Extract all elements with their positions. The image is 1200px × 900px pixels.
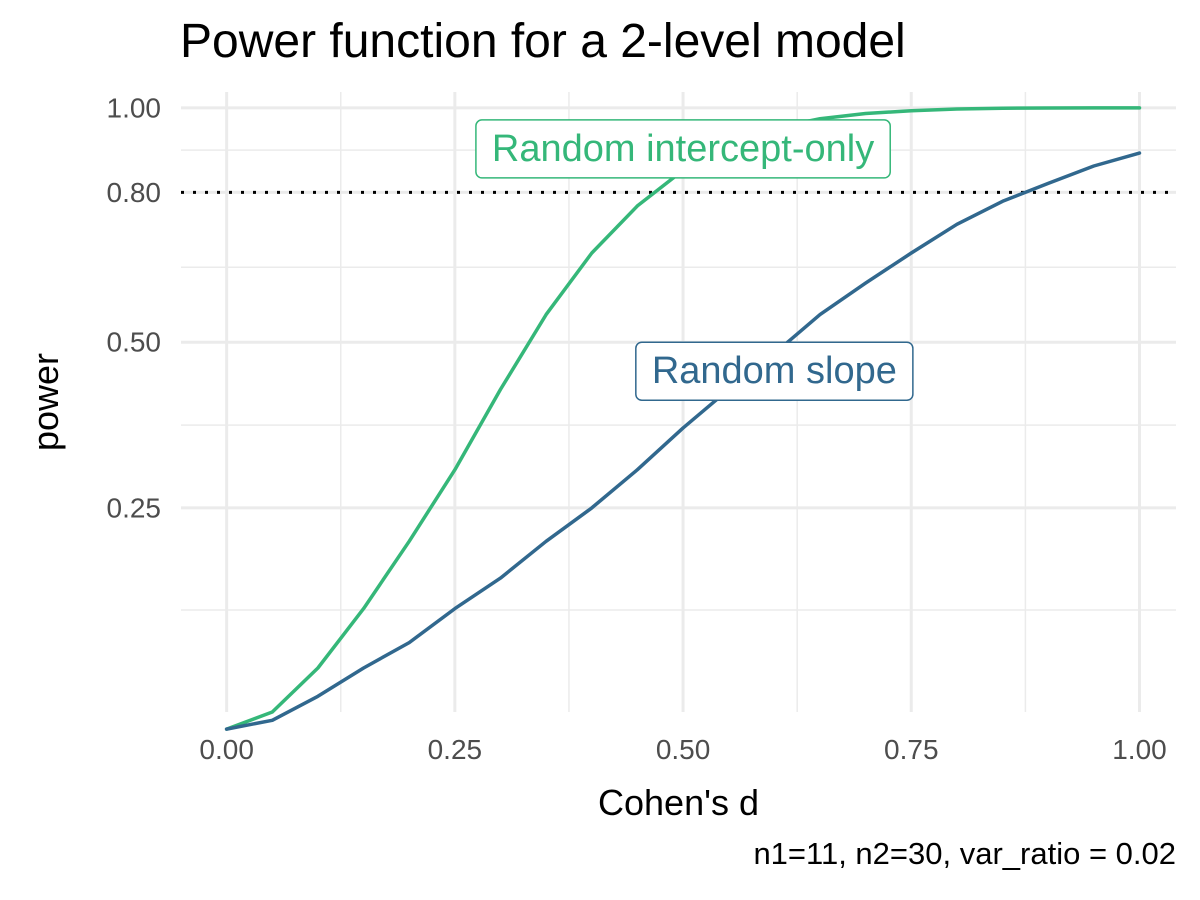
x-tick-label: 0.25 — [428, 734, 483, 765]
x-axis-ticks: 0.00 0.25 0.50 0.75 1.00 — [199, 734, 1166, 765]
x-tick-label: 0.75 — [884, 734, 939, 765]
y-axis-title: power — [25, 353, 66, 451]
chart-title: Power function for a 2-level model — [180, 15, 906, 68]
x-tick-label: 1.00 — [1112, 734, 1167, 765]
series-label-0: Random intercept-only — [475, 119, 891, 179]
series-labels: Random intercept-only Random slope — [475, 119, 914, 401]
x-tick-label: 0.50 — [656, 734, 711, 765]
major-gridlines — [181, 92, 1176, 712]
y-tick-label: 0.25 — [107, 492, 162, 523]
y-axis-ticks: 0.25 0.50 0.80 1.00 — [107, 92, 162, 523]
series-label-text: Random slope — [652, 350, 897, 392]
x-axis-title: Cohen's d — [598, 782, 759, 823]
y-tick-label: 0.50 — [107, 327, 162, 358]
series-label-text: Random intercept-only — [492, 128, 874, 170]
series-label-1: Random slope — [635, 341, 914, 401]
minor-gridlines — [181, 92, 1176, 712]
y-tick-label: 0.80 — [107, 177, 162, 208]
series-line-1 — [224, 151, 1142, 731]
series-label-box — [635, 341, 914, 401]
series-label-box — [475, 119, 891, 179]
chart-caption: n1=11, n2=30, var_ratio = 0.02 — [753, 836, 1176, 871]
x-tick-label: 0.00 — [199, 734, 254, 765]
y-tick-label: 1.00 — [107, 92, 162, 123]
